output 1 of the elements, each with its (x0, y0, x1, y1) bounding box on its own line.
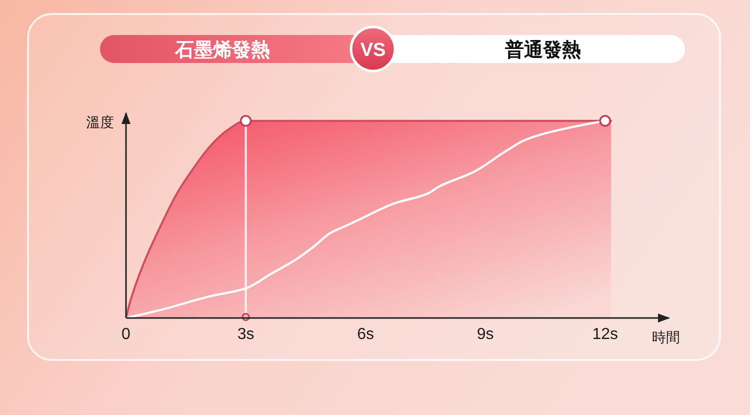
annotation: VS (360, 40, 386, 61)
